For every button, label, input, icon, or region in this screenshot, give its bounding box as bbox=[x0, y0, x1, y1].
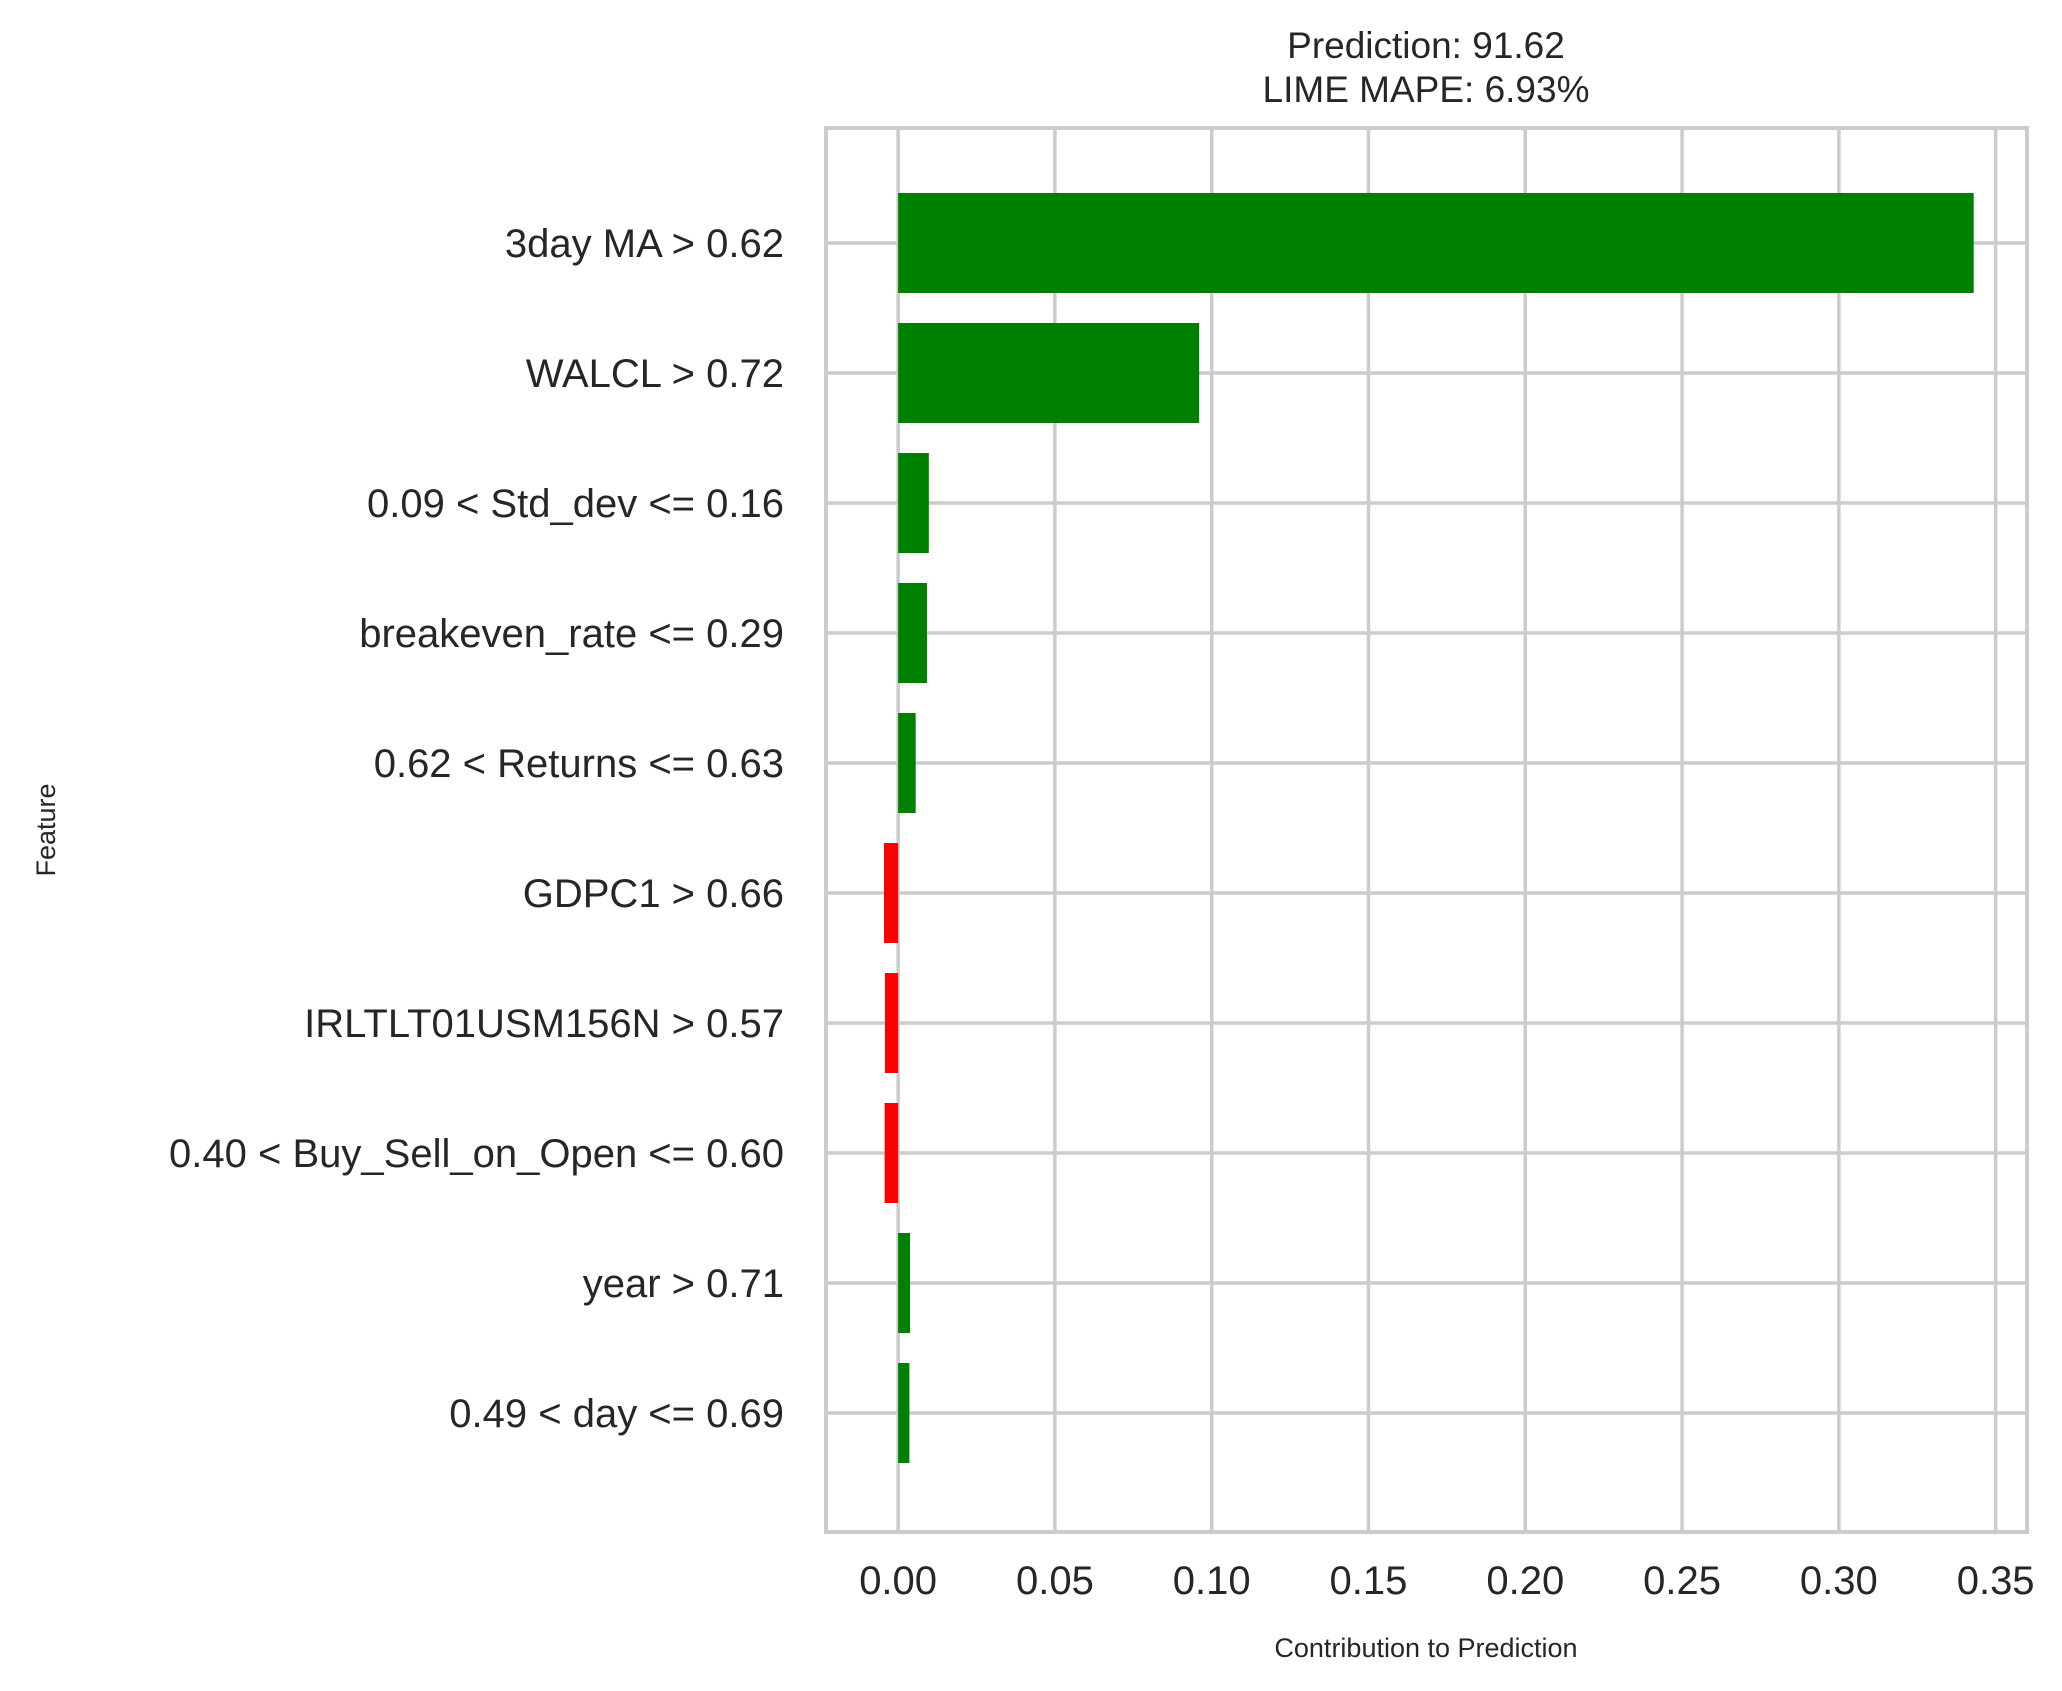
bar bbox=[884, 973, 899, 1073]
bar bbox=[898, 1363, 910, 1463]
bar bbox=[898, 713, 916, 813]
x-tick-label: 0.35 bbox=[1957, 1559, 2035, 1603]
plot-frame bbox=[824, 126, 2029, 1534]
bar bbox=[898, 1233, 911, 1333]
bar bbox=[884, 843, 899, 943]
y-tick-label: 0.40 < Buy_Sell_on_Open <= 0.60 bbox=[169, 1132, 784, 1176]
x-tick-labels: 0.00 0.05 0.10 0.15 0.20 0.25 0.30 0.35 bbox=[859, 1559, 2034, 1603]
y-tick-label: 0.09 < Std_dev <= 0.16 bbox=[367, 482, 784, 526]
y-axis-label: Feature bbox=[31, 783, 61, 876]
x-tick-label: 0.20 bbox=[1486, 1559, 1564, 1603]
x-tick-label: 0.00 bbox=[859, 1559, 937, 1603]
x-tick-label: 0.15 bbox=[1330, 1559, 1408, 1603]
chart-title-line-1: Prediction: 91.62 bbox=[1287, 25, 1565, 66]
y-tick-label: GDPC1 > 0.66 bbox=[523, 872, 784, 916]
y-tick-label: IRLTLT01USM156N > 0.57 bbox=[304, 1002, 784, 1046]
x-tick-label: 0.30 bbox=[1800, 1559, 1878, 1603]
x-axis-label: Contribution to Prediction bbox=[1274, 1633, 1577, 1663]
y-tick-label: 3day MA > 0.62 bbox=[505, 222, 784, 266]
y-tick-label: breakeven_rate <= 0.29 bbox=[359, 612, 784, 656]
y-tick-label: year > 0.71 bbox=[583, 1262, 784, 1306]
bar bbox=[898, 453, 929, 553]
x-tick-label: 0.25 bbox=[1643, 1559, 1721, 1603]
bar-layer bbox=[884, 193, 1974, 1463]
y-tick-label: 0.62 < Returns <= 0.63 bbox=[374, 742, 784, 786]
x-tick-label: 0.05 bbox=[1016, 1559, 1094, 1603]
grid-layer bbox=[826, 128, 2027, 1532]
bar bbox=[898, 193, 1974, 293]
bar bbox=[898, 583, 927, 683]
bar bbox=[884, 1103, 899, 1203]
bar bbox=[898, 323, 1200, 423]
chart-title-line-2: LIME MAPE: 6.93% bbox=[1263, 69, 1590, 110]
x-tick-label: 0.10 bbox=[1173, 1559, 1251, 1603]
y-tick-label: WALCL > 0.72 bbox=[526, 352, 784, 396]
y-tick-label: 0.49 < day <= 0.69 bbox=[449, 1392, 784, 1436]
y-tick-labels: 3day MA > 0.62 WALCL > 0.72 0.09 < Std_dev… bbox=[169, 222, 784, 1436]
